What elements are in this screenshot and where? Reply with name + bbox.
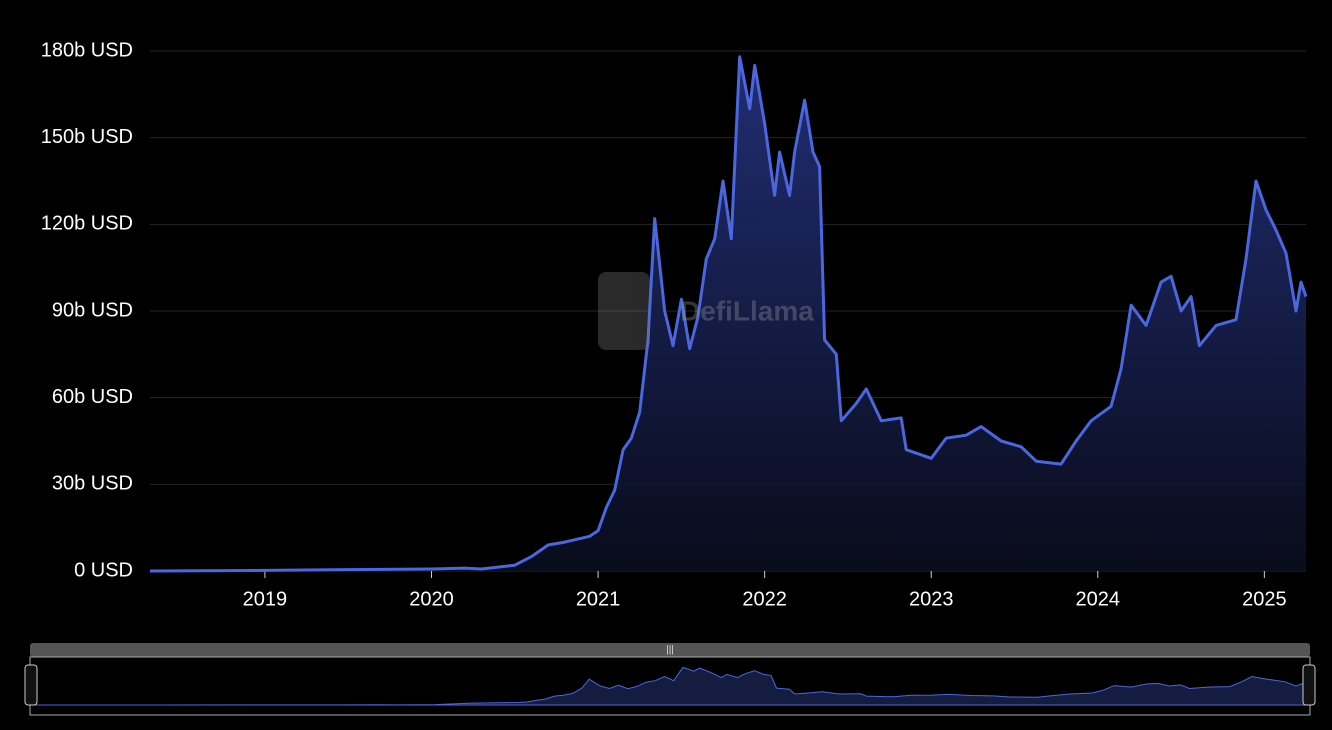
navigator-handle[interactable] (1302, 664, 1316, 706)
y-tick-label: 180b USD (41, 39, 133, 61)
y-tick-label: 30b USD (52, 473, 133, 495)
x-tick-label: 2021 (576, 588, 621, 610)
plot: 0 USD 30b USD 60b USD 90b USD 120b USD 150b U… (33, 39, 1308, 706)
x-tick-label: 2019 (243, 588, 288, 610)
watermark-text: DefiLlama (680, 295, 814, 326)
watermark: DefiLlama (598, 272, 814, 350)
x-tick-label: 2023 (909, 588, 954, 610)
y-tick-label: 120b USD (41, 213, 133, 235)
navigator-grip[interactable]: ||| (666, 645, 674, 656)
y-tick-label: 150b USD (41, 126, 133, 148)
x-tick-label: 2024 (1076, 588, 1121, 610)
y-tick-label: 0 USD (74, 559, 133, 581)
navigator-area (33, 666, 1308, 706)
line (149, 55, 1308, 573)
area (150, 56, 1306, 572)
y-tick-label: 90b USD (52, 299, 133, 321)
navigator-handle[interactable] (24, 664, 38, 706)
x-tick-label: 2020 (409, 588, 454, 610)
navigator-bar[interactable] (30, 643, 1310, 657)
x-tick-label: 2022 (742, 588, 787, 610)
x-tick-label: 2025 (1242, 588, 1287, 610)
y-tick-label: 60b USD (52, 386, 133, 408)
